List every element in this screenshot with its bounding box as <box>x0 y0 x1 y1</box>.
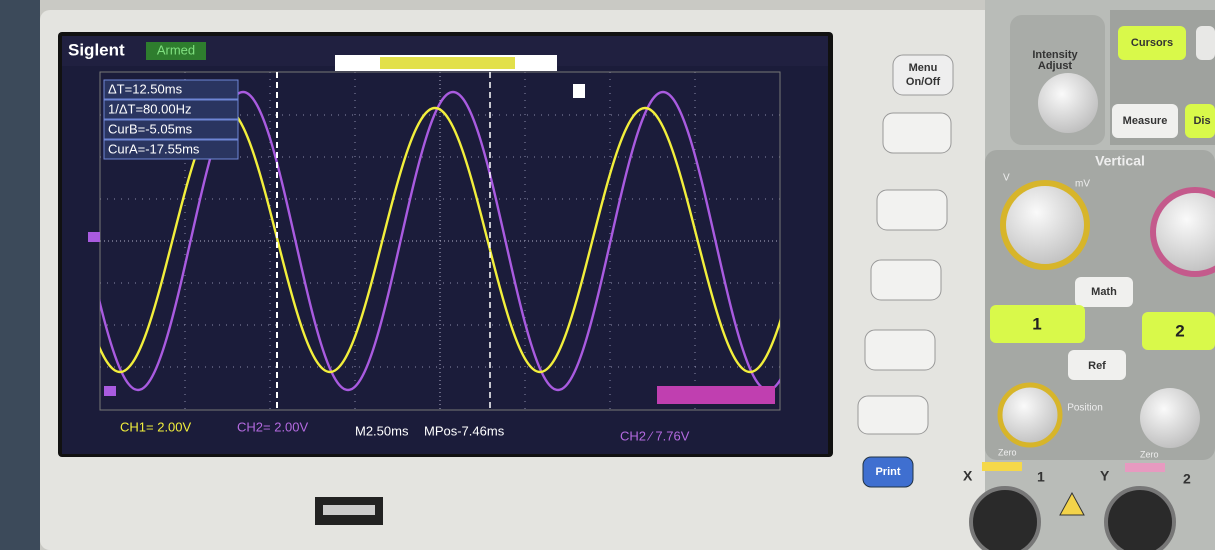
readout-text: CurB=-5.05ms <box>108 121 193 136</box>
ref-label: Ref <box>1088 360 1106 372</box>
ch2-volts-knob[interactable] <box>1153 190 1215 274</box>
x-input-label: X <box>963 468 973 484</box>
menu-label: On/Off <box>906 76 941 88</box>
ch2-scale: CH2= 2.00V <box>237 419 309 434</box>
y-input-label: Y <box>1100 468 1110 484</box>
vertical-label: Vertical <box>1095 153 1145 169</box>
ch2-label: 2 <box>1175 321 1184 340</box>
soft-key[interactable] <box>883 113 951 153</box>
cursors-label: Cursors <box>1131 37 1173 49</box>
intensity-label: Adjust <box>1038 60 1073 72</box>
measure-label: Measure <box>1123 115 1168 127</box>
timebase: M2.50ms <box>355 423 409 438</box>
readout-text: ΔT=12.50ms <box>108 81 183 96</box>
side-edge <box>0 0 40 550</box>
menu-button[interactable] <box>1196 26 1215 60</box>
soft-key[interactable] <box>865 330 935 370</box>
body: Siglent Armed ΔT=12.50ms 1/ΔT=80. <box>0 0 1215 550</box>
x-bnc <box>971 488 1039 550</box>
ch2-marker <box>88 232 100 242</box>
ch1-position-knob[interactable] <box>1000 385 1060 445</box>
soft-key[interactable] <box>858 396 928 434</box>
usb-slot <box>323 505 375 515</box>
y-input-strip <box>1125 463 1165 472</box>
volts-label: V <box>1003 173 1010 184</box>
display-label: Dis <box>1193 115 1210 127</box>
measure-badge <box>657 386 775 404</box>
cursor-readout: ΔT=12.50ms 1/ΔT=80.00Hz CurB=-5.05ms Cur… <box>104 80 238 159</box>
trigger-level: CH2 ∕ 7.76V <box>620 428 690 443</box>
x-input-strip <box>982 462 1022 471</box>
ch1-scale: CH1= 2.00V <box>120 419 192 434</box>
position: MPos-7.46ms <box>424 423 505 438</box>
math-label: Math <box>1091 286 1117 298</box>
intensity-knob[interactable] <box>1038 73 1098 133</box>
brand: Siglent <box>68 40 125 59</box>
memory-window <box>380 57 515 69</box>
readout-text: 1/ΔT=80.00Hz <box>108 101 191 116</box>
zero-label: Zero <box>998 447 1017 457</box>
y-bnc <box>1106 488 1174 550</box>
trigger-marker <box>573 84 585 98</box>
zero-label: Zero <box>1140 449 1159 459</box>
soft-key[interactable] <box>871 260 941 300</box>
ch1-marker <box>104 386 116 396</box>
scene: Siglent Armed ΔT=12.50ms 1/ΔT=80. <box>0 0 1215 550</box>
ch2-position-knob[interactable] <box>1140 388 1200 448</box>
status: Armed <box>157 42 195 57</box>
page: Oscilloscope { "header": {"brand": "Sigl… <box>0 0 1215 550</box>
position-label: Position <box>1067 403 1103 414</box>
ch1-volts-knob[interactable] <box>1003 183 1087 267</box>
readout-text: CurA=-17.55ms <box>108 141 200 156</box>
menu-label: Menu <box>909 62 938 74</box>
soft-key[interactable] <box>877 190 947 230</box>
millivolts-label: mV <box>1075 179 1090 190</box>
ch1-label: 1 <box>1032 314 1041 333</box>
print-label: Print <box>875 466 900 478</box>
x-number: 1 <box>1037 469 1045 485</box>
y-number: 2 <box>1183 471 1191 487</box>
